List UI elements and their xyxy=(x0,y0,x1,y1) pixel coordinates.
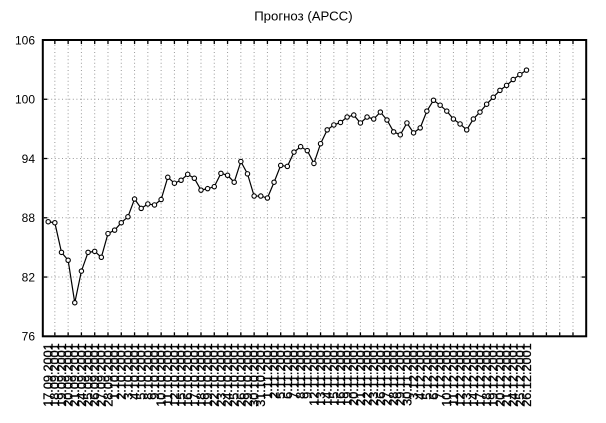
svg-text:26.12.2001: 26.12.2001 xyxy=(520,343,534,407)
svg-text:3.12.2001: 3.12.2001 xyxy=(407,343,421,399)
svg-text:11.10.2001: 11.10.2001 xyxy=(161,343,175,406)
svg-text:21.09.2001: 21.09.2001 xyxy=(68,343,82,407)
svg-text:23.10.2001: 23.10.2001 xyxy=(214,343,228,407)
svg-text:94: 94 xyxy=(22,152,36,166)
svg-text:20.12.2001: 20.12.2001 xyxy=(493,343,507,407)
svg-text:13.11.2001: 13.11.2001 xyxy=(314,343,328,406)
svg-text:82: 82 xyxy=(22,270,36,284)
svg-text:27.11.2001: 27.11.2001 xyxy=(380,343,394,406)
svg-text:3.10.2001: 3.10.2001 xyxy=(121,343,135,399)
svg-text:28.11.2001: 28.11.2001 xyxy=(387,343,401,406)
svg-text:6.11.2001: 6.11.2001 xyxy=(281,343,295,399)
svg-text:24.09.2001: 24.09.2001 xyxy=(75,343,89,407)
svg-text:5.12.2001: 5.12.2001 xyxy=(420,343,434,399)
svg-text:26.09.2001: 26.09.2001 xyxy=(88,343,102,407)
svg-text:21.11.2001: 21.11.2001 xyxy=(354,343,368,406)
svg-text:28.09.2001: 28.09.2001 xyxy=(101,343,115,407)
svg-text:4.12.2001: 4.12.2001 xyxy=(414,343,428,399)
svg-text:76: 76 xyxy=(22,330,36,344)
svg-text:20.09.2001: 20.09.2001 xyxy=(62,343,76,407)
svg-text:10.12.2001: 10.12.2001 xyxy=(440,343,454,407)
svg-text:11.12.2001: 11.12.2001 xyxy=(447,343,461,406)
svg-text:23.11.2001: 23.11.2001 xyxy=(367,343,381,406)
svg-text:12.11.2001: 12.11.2001 xyxy=(307,343,321,406)
svg-text:2.11.2001: 2.11.2001 xyxy=(267,343,281,399)
svg-text:1.11.2001: 1.11.2001 xyxy=(261,343,275,399)
svg-text:25.12.2001: 25.12.2001 xyxy=(513,343,527,407)
svg-text:12.10.2001: 12.10.2001 xyxy=(168,343,182,407)
svg-text:13.12.2001: 13.12.2001 xyxy=(460,343,474,407)
svg-text:16.11.2001: 16.11.2001 xyxy=(334,343,348,406)
svg-text:100: 100 xyxy=(15,93,35,107)
svg-text:1.10.2001: 1.10.2001 xyxy=(108,343,122,399)
svg-text:30.10.2001: 30.10.2001 xyxy=(248,343,262,407)
svg-text:17.12.2001: 17.12.2001 xyxy=(473,343,487,407)
svg-text:14.12.2001: 14.12.2001 xyxy=(467,343,481,407)
svg-text:19.09.2001: 19.09.2001 xyxy=(55,343,69,407)
svg-text:19.12.2001: 19.12.2001 xyxy=(487,343,501,407)
svg-text:31.10.2001: 31.10.2001 xyxy=(254,343,268,407)
svg-text:8.10.2001: 8.10.2001 xyxy=(141,343,155,399)
svg-text:9.11.2001: 9.11.2001 xyxy=(301,343,315,399)
svg-text:21.12.2001: 21.12.2001 xyxy=(500,343,514,407)
svg-text:25.10.2001: 25.10.2001 xyxy=(228,343,242,407)
svg-text:10.10.2001: 10.10.2001 xyxy=(155,343,169,407)
svg-text:18.10.2001: 18.10.2001 xyxy=(194,343,208,407)
svg-text:15.10.2001: 15.10.2001 xyxy=(174,343,188,407)
svg-text:Прогноз (АРСС): Прогноз (АРСС) xyxy=(254,9,352,24)
svg-text:4.10.2001: 4.10.2001 xyxy=(128,343,142,399)
svg-text:15.11.2001: 15.11.2001 xyxy=(327,343,341,406)
svg-text:26.11.2001: 26.11.2001 xyxy=(374,343,388,406)
svg-text:29.10.2001: 29.10.2001 xyxy=(241,343,255,407)
svg-text:25.09.2001: 25.09.2001 xyxy=(81,343,95,407)
svg-text:20.11.2001: 20.11.2001 xyxy=(347,343,361,406)
svg-text:14.11.2001: 14.11.2001 xyxy=(321,343,335,406)
svg-text:5.11.2001: 5.11.2001 xyxy=(274,343,288,399)
svg-text:19.10.2001: 19.10.2001 xyxy=(201,343,215,407)
svg-text:106: 106 xyxy=(15,33,35,47)
svg-text:7.11.2001: 7.11.2001 xyxy=(287,343,301,399)
svg-text:9.10.2001: 9.10.2001 xyxy=(148,343,162,399)
svg-text:27.09.2001: 27.09.2001 xyxy=(95,343,109,407)
svg-text:18.12.2001: 18.12.2001 xyxy=(480,343,494,407)
svg-text:8.11.2001: 8.11.2001 xyxy=(294,343,308,399)
svg-text:19.11.2001: 19.11.2001 xyxy=(341,343,355,406)
svg-text:5.10.2001: 5.10.2001 xyxy=(135,343,149,399)
svg-text:24.12.2001: 24.12.2001 xyxy=(507,343,521,407)
svg-text:22.10.2001: 22.10.2001 xyxy=(208,343,222,407)
svg-text:18.09.2001: 18.09.2001 xyxy=(48,343,62,407)
svg-text:6.12.2001: 6.12.2001 xyxy=(427,343,441,399)
svg-text:12.12.2001: 12.12.2001 xyxy=(453,343,467,407)
svg-text:22.11.2001: 22.11.2001 xyxy=(360,343,374,406)
svg-text:26.10.2001: 26.10.2001 xyxy=(234,343,248,407)
svg-text:24.10.2001: 24.10.2001 xyxy=(221,343,235,407)
svg-text:7.12.2001: 7.12.2001 xyxy=(434,343,448,399)
svg-text:17.09.2001: 17.09.2001 xyxy=(42,343,56,407)
svg-text:17.10.2001: 17.10.2001 xyxy=(188,343,202,407)
svg-text:30.11.2001: 30.11.2001 xyxy=(400,343,414,406)
svg-text:16.10.2001: 16.10.2001 xyxy=(181,343,195,407)
svg-text:2.10.2001: 2.10.2001 xyxy=(115,343,129,399)
svg-text:88: 88 xyxy=(22,211,36,225)
svg-text:29.11.2001: 29.11.2001 xyxy=(394,343,408,406)
